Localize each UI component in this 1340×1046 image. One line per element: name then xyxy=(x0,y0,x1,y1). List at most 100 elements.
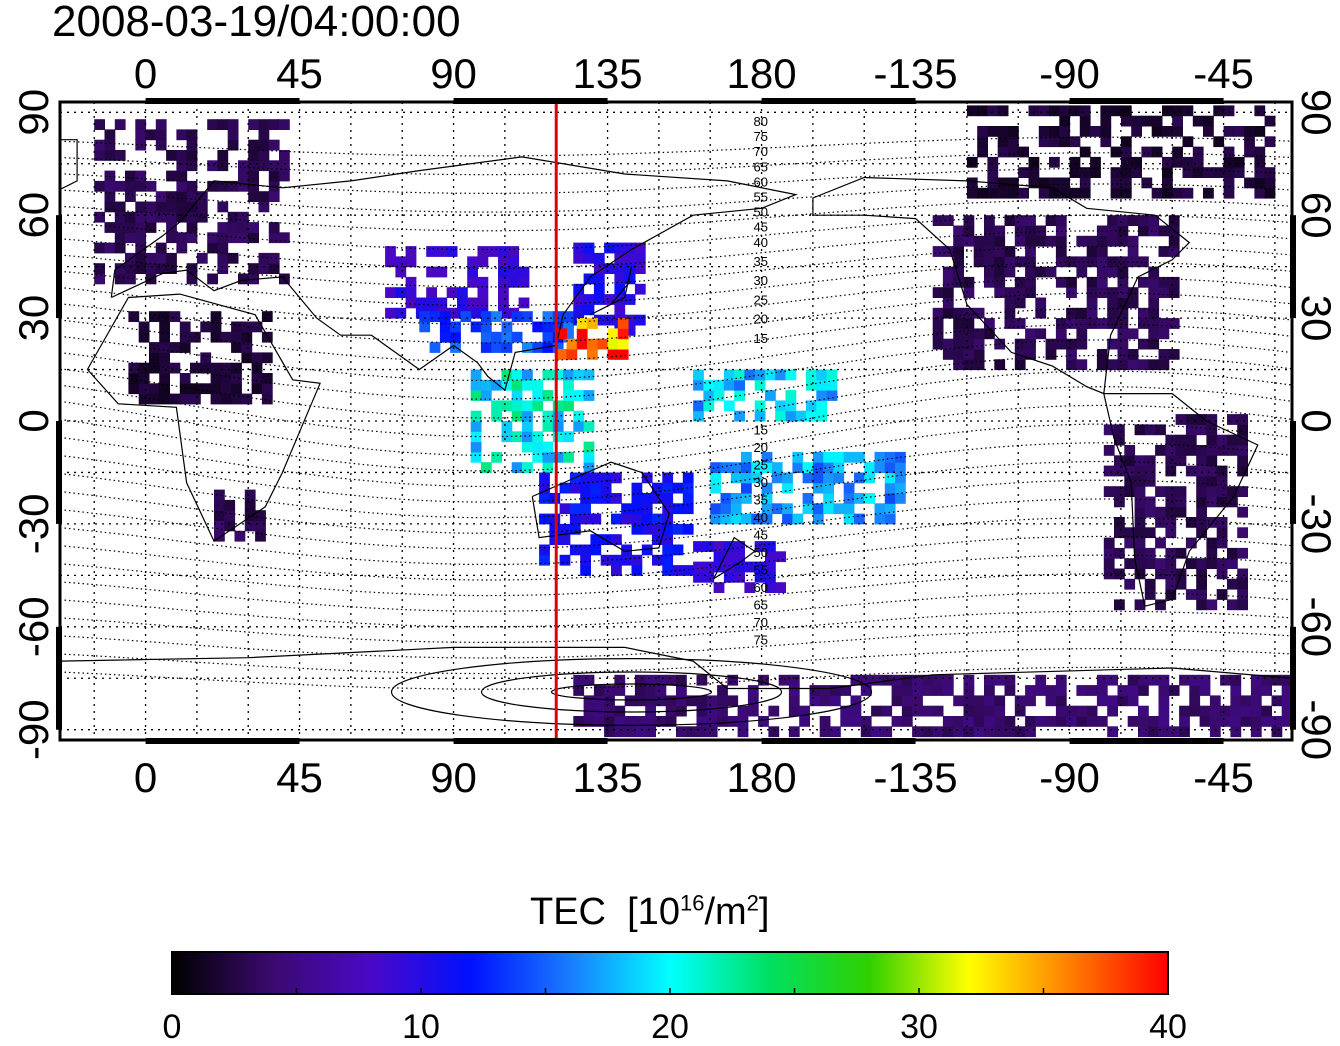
tec-cell xyxy=(251,362,263,374)
tec-cell xyxy=(994,695,1006,707)
lon-label-bottom: 90 xyxy=(430,754,477,801)
tec-cell xyxy=(583,462,595,473)
tec-cell xyxy=(159,373,170,384)
tec-cell xyxy=(973,235,985,247)
tec-cell xyxy=(1216,445,1228,456)
tec-cell xyxy=(1206,517,1218,528)
tec-cell xyxy=(176,201,188,213)
tec-cell xyxy=(491,331,502,343)
tec-cell xyxy=(436,266,448,278)
mag-pole-ring xyxy=(550,683,713,701)
tec-cell xyxy=(1148,225,1160,237)
tec-cell xyxy=(754,541,766,552)
tec-cell xyxy=(217,150,229,161)
tec-cell xyxy=(217,252,229,264)
tec-cell xyxy=(932,287,944,298)
tec-cell xyxy=(634,283,646,295)
tec-cell xyxy=(1220,674,1231,686)
tec-cell xyxy=(645,705,656,717)
tec-cell xyxy=(1281,705,1292,717)
tec-cell xyxy=(210,362,222,374)
tec-cell xyxy=(963,685,975,696)
tec-cell xyxy=(1120,177,1132,189)
tec-cell xyxy=(552,451,564,463)
tec-cell xyxy=(645,685,656,696)
tec-cell xyxy=(607,349,619,360)
tec-cell xyxy=(1107,287,1118,298)
tec-cell xyxy=(214,510,225,521)
tec-cell xyxy=(864,462,875,473)
tec-cell xyxy=(741,462,752,473)
tec-cell xyxy=(693,369,704,381)
tec-cell xyxy=(580,565,591,576)
tec-cell xyxy=(1117,685,1129,696)
tec-cell xyxy=(754,571,766,583)
tec-cell xyxy=(1158,695,1170,707)
tec-cell xyxy=(1227,558,1238,569)
tec-cell xyxy=(94,139,105,151)
tec-cell xyxy=(826,369,838,381)
tec-cell xyxy=(717,705,728,717)
tec-cell xyxy=(1049,177,1060,189)
tec-cell xyxy=(149,383,160,395)
tec-cell xyxy=(1066,307,1077,319)
tec-cell xyxy=(1120,146,1132,158)
tec-cell xyxy=(997,136,1009,148)
tec-cell xyxy=(1165,486,1177,497)
coastline xyxy=(812,176,1191,395)
tec-cell xyxy=(1148,328,1160,340)
tec-cell xyxy=(511,431,523,443)
tec-cell xyxy=(1107,215,1118,226)
tec-cell xyxy=(470,410,482,422)
tec-cell xyxy=(1117,695,1129,707)
tec-map: 8075706560555045403530252015152025303540… xyxy=(10,50,1340,801)
tec-cell xyxy=(1216,496,1228,508)
tec-cell xyxy=(850,695,862,707)
tec-cell xyxy=(1035,716,1047,727)
tec-cell xyxy=(1172,156,1183,168)
tec-cell xyxy=(1103,537,1115,549)
tec-cell xyxy=(491,342,502,353)
tec-cell xyxy=(1172,187,1183,199)
tec-cell xyxy=(672,565,684,576)
tec-cell xyxy=(214,520,225,532)
tec-cell xyxy=(200,352,212,364)
tec-cell xyxy=(1049,187,1060,199)
tec-cell xyxy=(508,256,520,268)
tec-cell xyxy=(1134,455,1146,467)
tec-cell xyxy=(782,513,793,525)
colorbar-tick-label: 20 xyxy=(651,1008,689,1046)
tec-cell xyxy=(617,328,629,340)
frame-bar-h xyxy=(453,738,608,744)
tec-cell xyxy=(522,369,533,381)
lat-label-left: -90 xyxy=(10,699,57,760)
tec-cell xyxy=(771,462,783,473)
tec-cell xyxy=(491,410,502,422)
colorbar-minor-ticks xyxy=(171,988,1169,994)
tec-cell xyxy=(891,695,903,707)
tec-cell xyxy=(511,400,523,412)
tec-cell xyxy=(686,695,698,707)
tec-cell xyxy=(498,287,509,298)
tec-cell xyxy=(641,493,653,504)
tec-cell xyxy=(693,400,704,412)
tec-cell xyxy=(710,513,721,525)
tec-cell xyxy=(1250,716,1262,727)
lat-label-right: -90 xyxy=(1293,699,1340,760)
tec-cell xyxy=(467,256,478,268)
tec-cell xyxy=(1213,136,1225,148)
tec-cell xyxy=(1014,726,1026,738)
tec-cell xyxy=(1148,215,1160,226)
tec-cell xyxy=(1086,705,1098,717)
contour-label-upper: 75 xyxy=(754,129,768,144)
tec-cell xyxy=(604,314,615,326)
tec-cell xyxy=(159,342,170,353)
tec-cell xyxy=(1004,266,1016,278)
tec-cell xyxy=(1254,105,1266,117)
tec-cell xyxy=(645,716,656,727)
tec-cell xyxy=(693,571,704,583)
tec-cell xyxy=(758,674,769,686)
tec-cell xyxy=(1223,156,1235,168)
tec-cell xyxy=(511,462,523,473)
